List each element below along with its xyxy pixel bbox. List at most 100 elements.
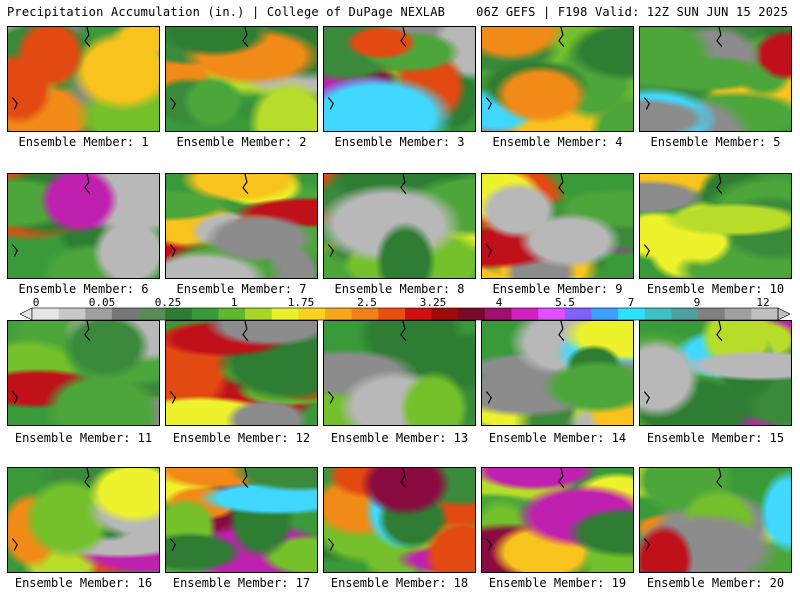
colorbar-max-arrow (777, 307, 790, 321)
precipitation-field (8, 174, 159, 278)
colorbar-bin (724, 308, 752, 320)
precipitation-field (640, 468, 791, 572)
colorbar-bin (405, 308, 433, 320)
ensemble-member-map (639, 320, 792, 426)
ensemble-member-map (165, 173, 318, 279)
ensemble-member-map (639, 467, 792, 573)
colorbar-bin (138, 308, 166, 320)
lake-outline (485, 174, 565, 257)
ensemble-member-label: Ensemble Member: 7 (176, 282, 307, 296)
ensemble-member-map (165, 467, 318, 573)
lake-outline (643, 468, 723, 551)
colorbar-min-arrow (20, 307, 33, 321)
ensemble-member-label: Ensemble Member: 4 (492, 135, 623, 149)
ensemble-member-map (7, 320, 160, 426)
colorbar-tick-label: 12 (756, 296, 770, 309)
precipitation-field (8, 468, 159, 572)
colorbar-bin (325, 308, 353, 320)
precipitation-field (482, 27, 633, 131)
ensemble-member-label: Ensemble Member: 16 (14, 576, 153, 590)
precipitation-field (640, 174, 791, 278)
ensemble-member-map (165, 320, 318, 426)
ensemble-member-map (639, 173, 792, 279)
precipitation-field (482, 468, 633, 572)
colorbar-tick-label: 5.5 (555, 296, 575, 309)
colorbar-bin (458, 308, 486, 320)
precipitation-field (8, 27, 159, 131)
lake-outline (169, 174, 249, 257)
colorbar-bin (511, 308, 539, 320)
precipitation-field (482, 174, 633, 278)
lake-outline (327, 174, 407, 257)
lake-outline (11, 321, 91, 404)
precipitation-field (324, 321, 475, 425)
lake-outline (643, 321, 723, 404)
ensemble-member-map (481, 467, 634, 573)
ensemble-member-label: Ensemble Member: 12 (172, 431, 311, 445)
lake-outline (327, 27, 407, 110)
ensemble-member-label: Ensemble Member: 14 (488, 431, 627, 445)
precipitation-field (324, 174, 475, 278)
colorbar-bin (564, 308, 592, 320)
colorbar-bin (378, 308, 406, 320)
ensemble-member-map (481, 320, 634, 426)
colorbar-tick-label: 4 (495, 296, 503, 309)
ensemble-member-map (323, 320, 476, 426)
ensemble-member-label: Ensemble Member: 8 (334, 282, 465, 296)
lake-outline (643, 174, 723, 257)
colorbar-bin (191, 308, 219, 320)
precipitation-field (324, 27, 475, 131)
lake-outline (485, 468, 565, 551)
colorbar-bin (751, 308, 779, 320)
precipitation-field (166, 174, 317, 278)
colorbar-tick-label: 0.25 (154, 296, 182, 309)
lake-outline (169, 468, 249, 551)
colorbar-tick-label: 1.75 (287, 296, 315, 309)
lake-outline (643, 27, 723, 110)
lake-outline (485, 321, 565, 404)
colorbar-bin (298, 308, 326, 320)
ensemble-member-map (639, 26, 792, 132)
colorbar-bin (245, 308, 273, 320)
colorbar-tick-label: 2.5 (357, 296, 377, 309)
ensemble-member-map (323, 467, 476, 573)
colorbar-bin (351, 308, 379, 320)
ensemble-member-label: Ensemble Member: 15 (646, 431, 785, 445)
colorbar (20, 307, 790, 321)
colorbar-bin (591, 308, 619, 320)
lake-outline (327, 468, 407, 551)
colorbar-bin (538, 308, 566, 320)
ensemble-member-label: Ensemble Member: 17 (172, 576, 311, 590)
lake-outline (11, 468, 91, 551)
ensemble-member-map (7, 467, 160, 573)
ensemble-member-label: Ensemble Member: 1 (18, 135, 149, 149)
ensemble-member-map (481, 26, 634, 132)
lake-outline (327, 321, 407, 404)
ensemble-member-label: Ensemble Member: 13 (330, 431, 469, 445)
lake-outline (169, 321, 249, 404)
colorbar-bin (111, 308, 139, 320)
ensemble-member-map (7, 26, 160, 132)
ensemble-member-label: Ensemble Member: 18 (330, 576, 469, 590)
ensemble-member-label: Ensemble Member: 19 (488, 576, 627, 590)
ensemble-member-label: Ensemble Member: 11 (14, 431, 153, 445)
precipitation-field (640, 27, 791, 131)
ensemble-member-map (481, 173, 634, 279)
ensemble-member-label: Ensemble Member: 5 (650, 135, 781, 149)
colorbar-tick-label: 7 (627, 296, 635, 309)
colorbar-bin (58, 308, 86, 320)
colorbar-tick-label: 3.25 (419, 296, 447, 309)
precipitation-field (482, 321, 633, 425)
colorbar-tick-label: 0 (32, 296, 40, 309)
colorbar-bin (484, 308, 512, 320)
colorbar-bin (431, 308, 459, 320)
ensemble-member-map (165, 26, 318, 132)
colorbar-bin (671, 308, 699, 320)
precipitation-field (324, 468, 475, 572)
colorbar-bin (618, 308, 646, 320)
precipitation-field (640, 321, 791, 425)
lake-outline (11, 174, 91, 257)
ensemble-member-label: Ensemble Member: 2 (176, 135, 307, 149)
colorbar-bin (698, 308, 726, 320)
precipitation-field (166, 321, 317, 425)
